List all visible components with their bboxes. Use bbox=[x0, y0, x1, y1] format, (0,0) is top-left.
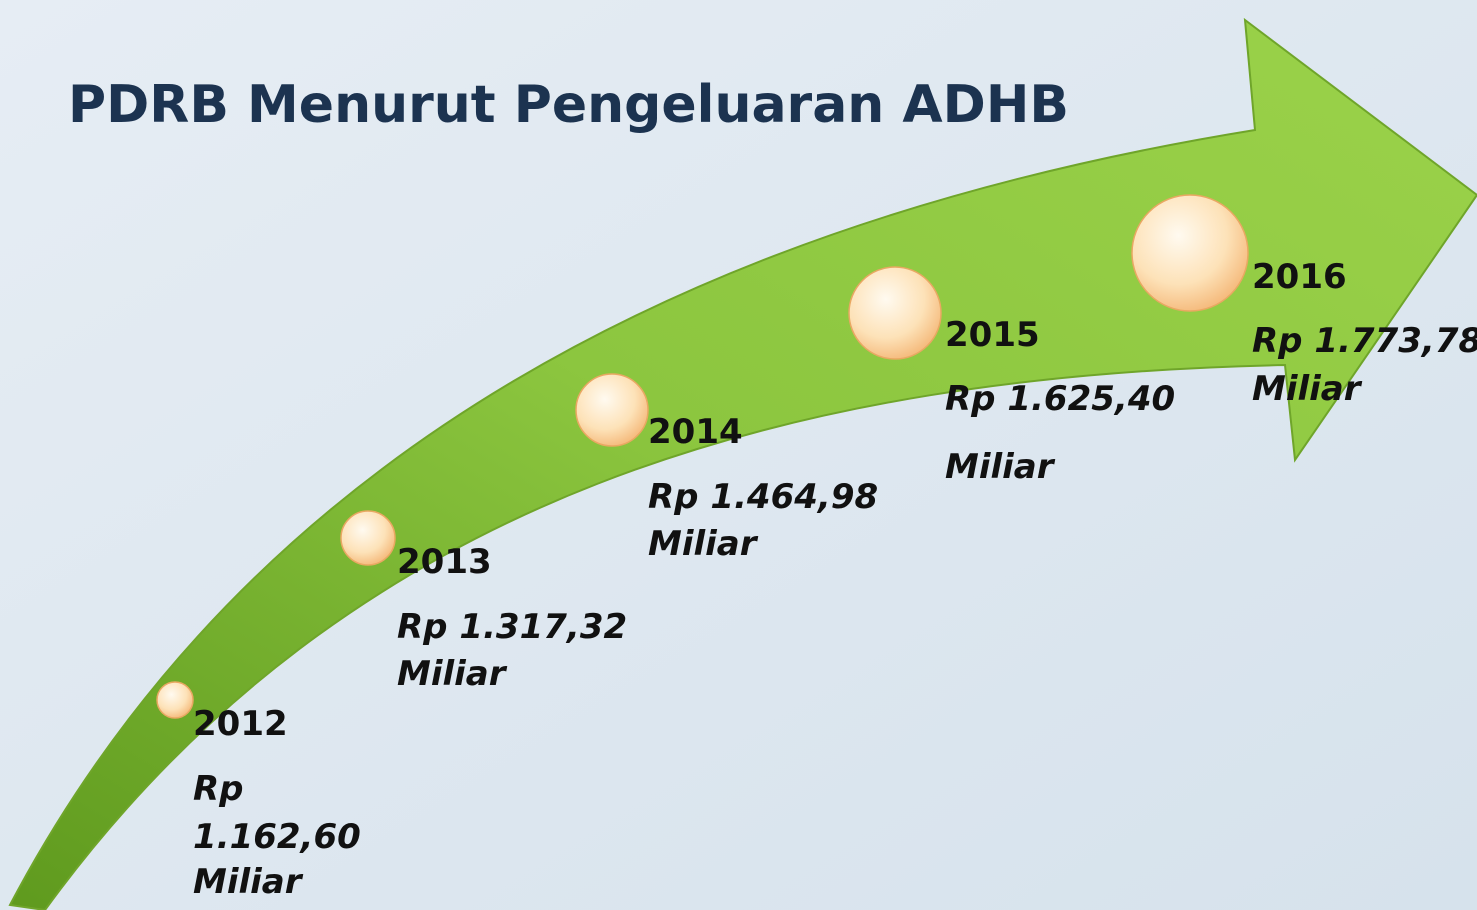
milestone-year: 2016 bbox=[1252, 257, 1347, 297]
milestone-value: Miliar bbox=[945, 447, 1056, 487]
title: PDRB Menurut Pengeluaran ADHB bbox=[68, 75, 1069, 135]
milestone-value: Rp 1.464,98 bbox=[648, 477, 878, 517]
milestone-year: 2013 bbox=[397, 542, 492, 582]
milestone-value: Miliar bbox=[397, 654, 508, 694]
milestone-dot bbox=[575, 373, 649, 447]
milestone-value: 1.162,60 bbox=[193, 817, 361, 857]
milestone-dot bbox=[340, 510, 396, 566]
milestone-value: Rp 1.317,32 bbox=[397, 607, 627, 647]
milestone-dot bbox=[848, 266, 942, 360]
milestone-value: Miliar bbox=[193, 862, 304, 902]
milestone-year: 2015 bbox=[945, 315, 1040, 355]
milestone-year: 2012 bbox=[193, 704, 288, 744]
milestone-dot bbox=[1131, 194, 1249, 312]
growth-arrow bbox=[8, 17, 1477, 910]
milestone-value: Rp bbox=[193, 769, 244, 809]
milestone-value: Miliar bbox=[1252, 369, 1363, 409]
milestone-value: Rp 1.773,78 bbox=[1252, 321, 1477, 361]
milestone-value: Rp 1.625,40 bbox=[945, 379, 1175, 419]
milestone-dot bbox=[156, 681, 194, 719]
milestone-year: 2014 bbox=[648, 412, 743, 452]
milestone-value: Miliar bbox=[648, 524, 759, 564]
